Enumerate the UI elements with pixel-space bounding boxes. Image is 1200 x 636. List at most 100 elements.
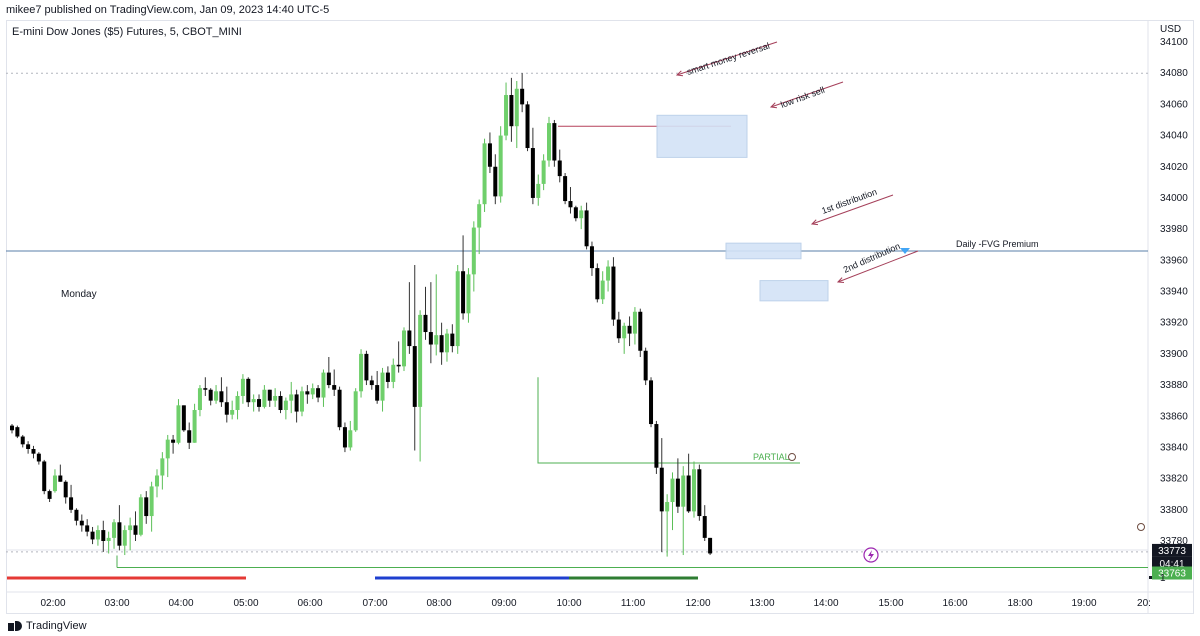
candle-body[interactable] [461, 271, 466, 314]
candle-body[interactable] [385, 372, 390, 382]
candle-body[interactable] [171, 439, 176, 443]
candle-body[interactable] [444, 333, 449, 353]
candle-body[interactable] [504, 95, 509, 136]
candle-body[interactable] [85, 525, 90, 532]
candle-body[interactable] [74, 509, 79, 521]
candle-body[interactable] [305, 391, 310, 395]
candle-body[interactable] [316, 388, 321, 398]
candle-body[interactable] [369, 380, 374, 386]
candle-body[interactable] [326, 372, 331, 386]
candle-body[interactable] [251, 399, 256, 403]
candle-body[interactable] [520, 88, 525, 105]
candle-body[interactable] [117, 522, 122, 546]
candle-body[interactable] [47, 491, 52, 499]
candle-body[interactable] [181, 405, 186, 431]
candle-body[interactable] [482, 143, 487, 205]
candle-body[interactable] [176, 405, 181, 443]
candle-body[interactable] [235, 395, 240, 411]
candle-body[interactable] [632, 311, 637, 334]
candle-body[interactable] [659, 467, 664, 512]
fvg-box[interactable] [725, 242, 802, 260]
candle-body[interactable] [353, 391, 358, 431]
first-distribution-note[interactable]: 1st distribution [810, 187, 894, 226]
candle-body[interactable] [509, 95, 514, 127]
candle-body[interactable] [149, 486, 154, 517]
candle-body[interactable] [299, 391, 304, 412]
candle-body[interactable] [670, 478, 675, 503]
candle-body[interactable] [402, 330, 407, 367]
candle-body[interactable] [434, 335, 439, 345]
candle-body[interactable] [138, 497, 143, 535]
candle-body[interactable] [563, 176, 568, 202]
candle-body[interactable] [589, 246, 594, 269]
candle-body[interactable] [122, 530, 127, 546]
candle-body[interactable] [26, 444, 31, 449]
candle-body[interactable] [493, 166, 498, 197]
candle-body[interactable] [536, 183, 541, 198]
candle-body[interactable] [197, 388, 202, 411]
candle-body[interactable] [31, 448, 36, 454]
candle-body[interactable] [240, 378, 245, 396]
candle-body[interactable] [450, 333, 455, 347]
candle-body[interactable] [187, 430, 192, 443]
candle-body[interactable] [697, 469, 702, 517]
candle-body[interactable] [455, 271, 460, 347]
candle-body[interactable] [154, 475, 159, 487]
candle-body[interactable] [10, 425, 14, 431]
candle-body[interactable] [530, 148, 535, 198]
candle-body[interactable] [595, 268, 600, 300]
candle-body[interactable] [611, 266, 616, 320]
fvg-box[interactable] [759, 280, 829, 302]
candle-body[interactable] [654, 424, 659, 468]
candle-body[interactable] [310, 388, 315, 395]
candle-body[interactable] [606, 266, 611, 281]
candle-body[interactable] [579, 210, 584, 219]
fvg-box[interactable] [656, 114, 748, 158]
candle-body[interactable] [649, 380, 654, 425]
candle-body[interactable] [675, 478, 680, 507]
candle-body[interactable] [283, 400, 288, 411]
candle-body[interactable] [359, 353, 364, 392]
candle-body[interactable] [230, 410, 235, 415]
candle-body[interactable] [106, 537, 111, 541]
candle-body[interactable] [144, 497, 149, 517]
candle-body[interactable] [20, 436, 25, 445]
candle-body[interactable] [112, 522, 117, 538]
candle-body[interactable] [708, 537, 713, 554]
candle-body[interactable] [412, 346, 417, 407]
candle-body[interactable] [219, 391, 224, 403]
candle-body[interactable] [498, 135, 503, 197]
candle-body[interactable] [471, 227, 476, 275]
candle-body[interactable] [101, 530, 106, 541]
symbol-title[interactable]: E-mini Dow Jones ($5) Futures, 5, CBOT_M… [12, 26, 242, 38]
candle-body[interactable] [224, 402, 229, 415]
candle-body[interactable] [584, 210, 589, 247]
candle-body[interactable] [439, 335, 444, 353]
candle-body[interactable] [90, 531, 95, 540]
candle-body[interactable] [15, 427, 20, 437]
candle-body[interactable] [214, 391, 219, 401]
candle-body[interactable] [418, 314, 423, 407]
candle-body[interactable] [192, 410, 197, 443]
candle-body[interactable] [128, 525, 133, 531]
candle-body[interactable] [63, 481, 68, 498]
candle-body[interactable] [69, 497, 74, 510]
second-distribution-note[interactable]: 2nd distribution [836, 241, 919, 283]
candle-body[interactable] [702, 516, 707, 538]
candle-body[interactable] [477, 204, 482, 228]
candle-body[interactable] [547, 123, 551, 161]
candle-body[interactable] [616, 319, 621, 339]
candle-body[interactable] [337, 389, 342, 428]
candle-body[interactable] [79, 520, 84, 526]
candle-body[interactable] [573, 207, 578, 219]
candle-body[interactable] [600, 280, 605, 300]
candle-body[interactable] [203, 388, 208, 390]
candle-body[interactable] [364, 353, 369, 381]
candle-body[interactable] [294, 394, 299, 412]
candle-body[interactable] [466, 274, 471, 314]
candle-body[interactable] [273, 395, 278, 401]
partial-level-line[interactable] [537, 377, 800, 464]
candle-body[interactable] [165, 439, 170, 459]
candle-body[interactable] [407, 330, 412, 347]
